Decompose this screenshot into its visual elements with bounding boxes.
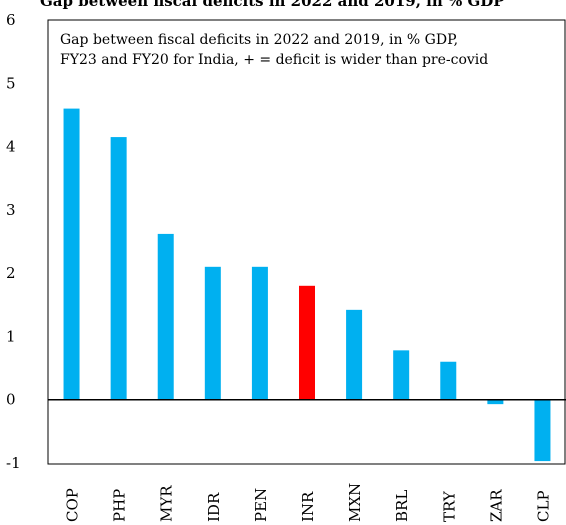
- x-tick-label: IDR: [205, 492, 223, 522]
- y-tick-label: 5: [6, 74, 16, 92]
- y-tick-label: 3: [6, 201, 16, 219]
- y-tick-label: 0: [6, 391, 16, 409]
- x-tick-label: TRY: [440, 490, 458, 522]
- bar-clp: [534, 399, 551, 462]
- bar-zar: [487, 399, 504, 405]
- bar-myr: [157, 233, 174, 400]
- bar-php: [110, 137, 127, 400]
- y-tick-label: 2: [6, 264, 16, 282]
- bars: [63, 108, 551, 462]
- y-axis: -1 0 1 2 3 4 5 6: [6, 11, 21, 472]
- y-tick-label: -1: [6, 454, 21, 472]
- y-tick-label: 6: [6, 11, 16, 29]
- annotation-box: [47, 19, 566, 465]
- annotation-line-2: FY23 and FY20 for India, + = deficit is …: [60, 52, 488, 68]
- bar-try: [440, 361, 457, 400]
- y-tick-label: 4: [6, 138, 16, 156]
- bar-pen: [251, 266, 268, 400]
- x-axis-labels: COP PHP MYR IDR PEN INR MXN BRL TRY ZAR CLP: [64, 483, 553, 522]
- bar-inr: [299, 285, 315, 400]
- chart-header-title: Gap between fiscal deficits in 2022 and …: [40, 0, 505, 10]
- bar-idr: [204, 266, 221, 400]
- x-tick-label: COP: [64, 488, 82, 522]
- y-tick-label: 1: [6, 327, 16, 345]
- x-tick-label: BRL: [393, 490, 411, 522]
- annotation-line-1: Gap between fiscal deficits in 2022 and …: [60, 32, 458, 48]
- x-tick-label: MYR: [158, 485, 176, 522]
- x-tick-label: MXN: [346, 483, 364, 522]
- bar-mxn: [346, 309, 363, 400]
- x-tick-label: PEN: [252, 488, 270, 522]
- x-tick-label: INR: [299, 491, 317, 522]
- bar-cop: [63, 108, 80, 400]
- x-tick-label: CLP: [534, 490, 552, 522]
- x-tick-label: ZAR: [487, 489, 505, 522]
- x-tick-label: PHP: [111, 489, 129, 522]
- bar-brl: [393, 350, 410, 400]
